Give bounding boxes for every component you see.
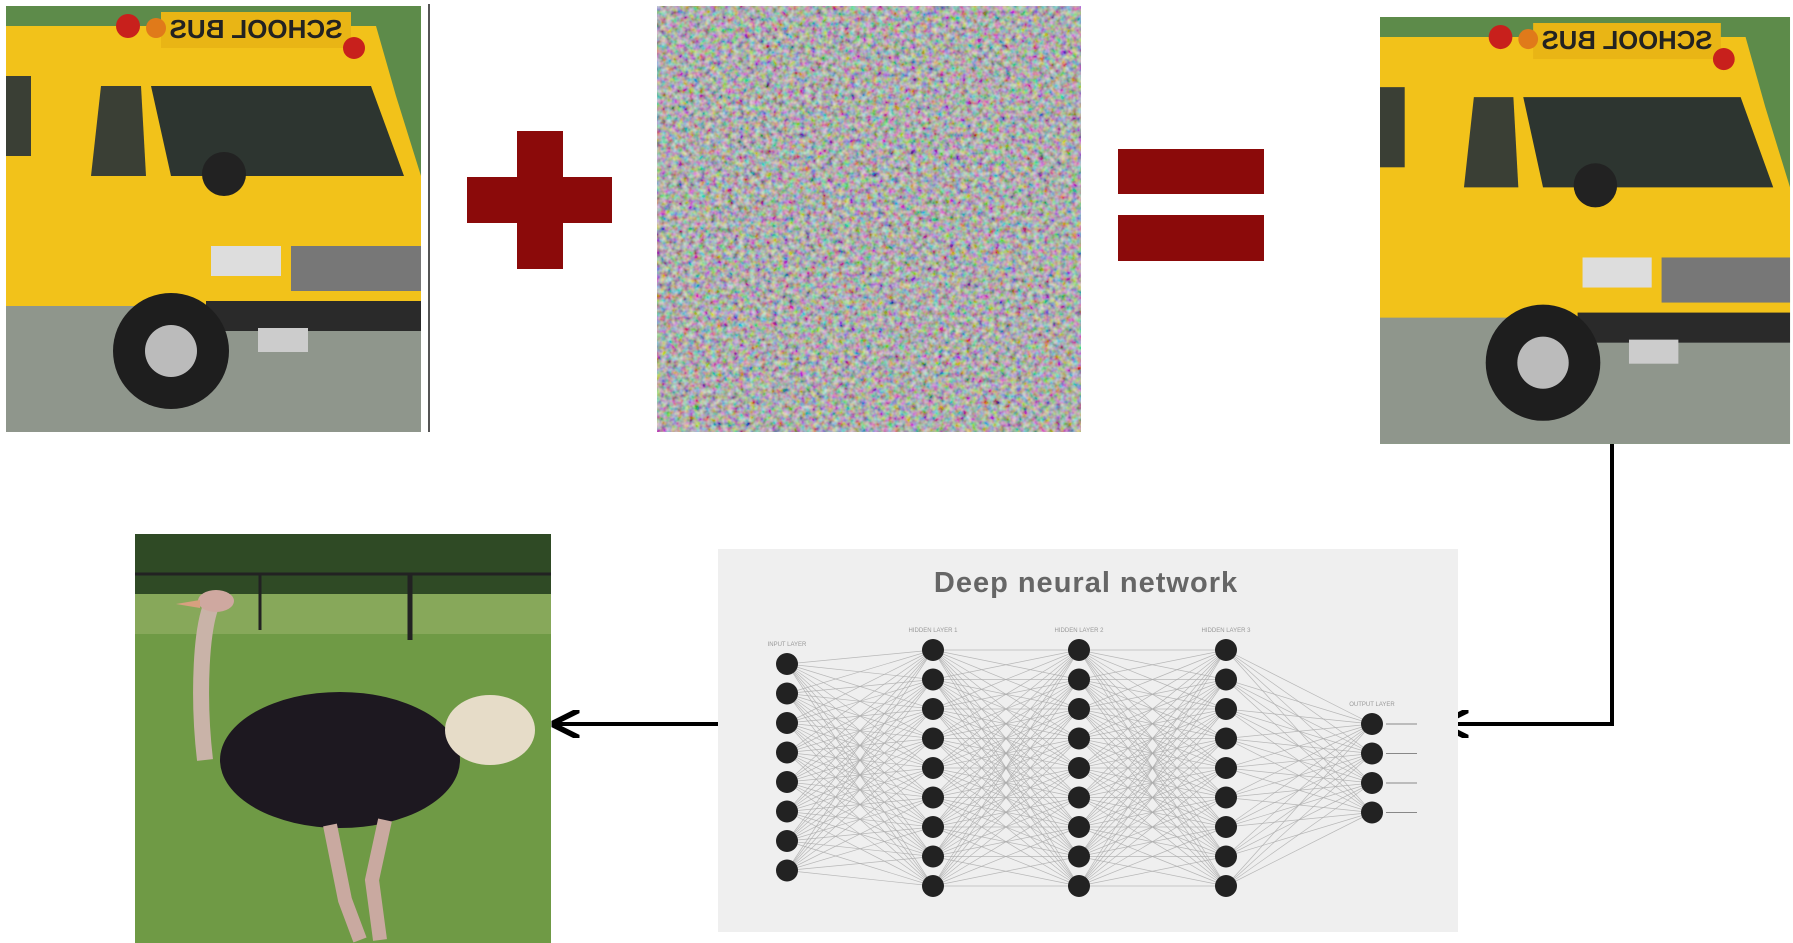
network-title: Deep neural network [934, 567, 1238, 599]
neuron [1215, 787, 1237, 809]
hub [1517, 337, 1568, 389]
equals-sign [1118, 149, 1264, 261]
neuron [1361, 802, 1383, 824]
mirror [1574, 163, 1617, 207]
plus-sign [467, 131, 612, 269]
neuron [1215, 639, 1237, 661]
windshield [1523, 97, 1773, 187]
light [146, 18, 166, 38]
windshield [151, 86, 404, 176]
layer-label: HIDDEN LAYER 3 [1202, 628, 1252, 634]
grille [291, 246, 421, 291]
neuron [1068, 698, 1090, 720]
neuron [1068, 757, 1090, 779]
headlight [1583, 257, 1652, 287]
neuron [922, 728, 944, 750]
neuron [1215, 846, 1237, 868]
neuron [776, 653, 798, 675]
adversarial-bus-image: SCHOOL BUS [1380, 17, 1790, 444]
hub [145, 325, 197, 377]
noise-image [657, 6, 1081, 432]
arrow-to-network [1446, 444, 1612, 724]
headlight [211, 246, 281, 276]
plate [1629, 340, 1678, 364]
neuron [1068, 669, 1090, 691]
bus-sign: SCHOOL BUS [170, 14, 343, 44]
neuron [1361, 772, 1383, 794]
neuron [922, 757, 944, 779]
side-window [1380, 87, 1405, 167]
bumper [1578, 313, 1790, 343]
neuron [1361, 743, 1383, 765]
light [1489, 25, 1513, 49]
neuron [922, 669, 944, 691]
neuron [1215, 669, 1237, 691]
neuron [922, 787, 944, 809]
neuron [776, 712, 798, 734]
neuron [922, 846, 944, 868]
bus-sign: SCHOOL BUS [1542, 27, 1713, 55]
layer-label: HIDDEN LAYER 2 [1055, 628, 1105, 634]
neuron [1068, 875, 1090, 897]
neuron [1215, 757, 1237, 779]
neuron [1215, 728, 1237, 750]
layer-label: HIDDEN LAYER 1 [909, 628, 959, 634]
clean-bus-image: SCHOOL BUS [6, 6, 421, 432]
neuron [1215, 698, 1237, 720]
light [116, 14, 140, 38]
neuron [1068, 816, 1090, 838]
neuron [922, 639, 944, 661]
bumper [206, 301, 421, 331]
layer-label: INPUT LAYER [768, 642, 807, 648]
layer-label: OUTPUT LAYER [1349, 702, 1395, 708]
light [343, 37, 365, 59]
neuron [776, 771, 798, 793]
neuron [1068, 787, 1090, 809]
mirror [202, 152, 246, 196]
neuron [922, 875, 944, 897]
neuron [1068, 639, 1090, 661]
network-panel: Deep neural network INPUT LAYER HIDDEN LA… [718, 549, 1458, 932]
neuron [1215, 875, 1237, 897]
neuron [922, 816, 944, 838]
neuron [1068, 728, 1090, 750]
grille [1662, 257, 1790, 302]
neuron [922, 698, 944, 720]
page: SCHOOL BUS SCHOOL BUS Deep neural networ… [0, 0, 1793, 943]
light [1518, 29, 1538, 49]
neuron [776, 742, 798, 764]
neuron [1215, 816, 1237, 838]
neuron [776, 801, 798, 823]
neuron [776, 683, 798, 705]
neuron [776, 860, 798, 882]
neuron [776, 830, 798, 852]
neuron [1068, 846, 1090, 868]
side-window [6, 76, 31, 156]
plate [258, 328, 308, 352]
neuron [1361, 713, 1383, 735]
ostrich-image [135, 534, 551, 943]
light [1713, 48, 1735, 70]
